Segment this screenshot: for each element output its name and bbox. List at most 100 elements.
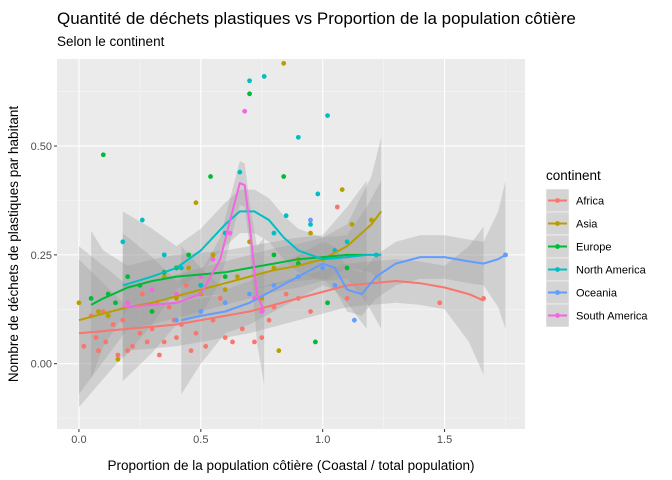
data-point-asia bbox=[222, 287, 228, 293]
data-point-africa bbox=[259, 335, 265, 340]
data-point-africa bbox=[174, 335, 179, 340]
data-point-asia bbox=[186, 265, 192, 271]
data-point-oceania bbox=[198, 309, 204, 314]
confidence-band-oceania bbox=[181, 180, 506, 395]
data-point-asia bbox=[115, 356, 121, 362]
data-point-europe bbox=[222, 274, 228, 280]
data-point-europe bbox=[125, 274, 131, 280]
data-point-asia bbox=[276, 348, 282, 354]
data-point-africa bbox=[217, 296, 223, 301]
data-point-europe bbox=[281, 174, 287, 179]
data-point-asia bbox=[193, 200, 199, 206]
data-point-north-america bbox=[161, 252, 167, 258]
legend-label-south-america: South America bbox=[576, 311, 648, 323]
legend-label-oceania: Oceania bbox=[576, 288, 618, 300]
data-point-europe bbox=[100, 152, 106, 158]
data-point-africa bbox=[266, 317, 272, 323]
data-point-north-america bbox=[247, 78, 252, 84]
data-point-africa bbox=[222, 335, 228, 340]
data-point-north-america bbox=[344, 239, 350, 245]
data-point-africa bbox=[344, 296, 350, 301]
data-point-south-america bbox=[242, 108, 248, 114]
data-point-europe bbox=[312, 339, 318, 345]
legend-key-point bbox=[555, 244, 560, 249]
legend-label-asia: Asia bbox=[576, 219, 598, 231]
confidence-band-south-america bbox=[122, 161, 265, 386]
data-point-asia bbox=[105, 313, 111, 319]
legend: continent Africa Asia Europe North America O… bbox=[545, 168, 648, 328]
y-tick-label: 0.50 bbox=[31, 141, 52, 153]
data-point-africa bbox=[193, 330, 199, 336]
data-point-north-america bbox=[198, 282, 204, 288]
data-point-africa bbox=[115, 352, 121, 358]
data-point-africa bbox=[334, 204, 340, 210]
data-point-oceania bbox=[271, 282, 277, 288]
data-point-africa bbox=[252, 339, 257, 345]
data-point-south-america bbox=[227, 230, 233, 236]
trend-line-africa bbox=[78, 280, 485, 335]
data-point-north-america bbox=[308, 222, 313, 227]
data-point-africa bbox=[283, 291, 289, 297]
trend-line-europe bbox=[90, 253, 367, 306]
data-point-europe bbox=[271, 252, 277, 258]
data-point-africa bbox=[144, 339, 150, 345]
data-point-north-america bbox=[120, 239, 126, 245]
data-point-oceania bbox=[174, 317, 179, 323]
data-point-north-america bbox=[315, 191, 321, 197]
data-point-africa bbox=[156, 352, 162, 358]
data-point-asia bbox=[281, 60, 287, 66]
y-axis-title: Nombre de déchets de plastiques par habi… bbox=[6, 106, 21, 382]
data-point-africa bbox=[166, 304, 172, 310]
data-point-africa bbox=[230, 339, 235, 345]
data-point-europe bbox=[149, 309, 155, 314]
data-point-south-america bbox=[210, 256, 216, 262]
chart-title: Quantité de déchets plastiques vs Propor… bbox=[57, 9, 576, 28]
legend-key-point bbox=[555, 198, 560, 203]
y-axis-ticks: 0.00 0.25 0.50 bbox=[31, 141, 57, 371]
legend-title: continent bbox=[546, 168, 601, 183]
confidence-band-asia bbox=[78, 137, 382, 395]
x-tick-label: 0.0 bbox=[71, 434, 86, 446]
data-point-oceania bbox=[222, 300, 228, 306]
data-point-africa bbox=[203, 343, 209, 349]
data-point-africa bbox=[120, 317, 126, 323]
data-point-europe bbox=[208, 174, 213, 179]
data-point-oceania bbox=[332, 282, 338, 288]
data-point-africa bbox=[188, 348, 194, 354]
data-point-africa bbox=[308, 309, 313, 314]
data-point-north-america bbox=[261, 74, 267, 79]
y-tick-label: 0.00 bbox=[31, 359, 52, 371]
data-point-europe bbox=[344, 265, 350, 271]
data-point-asia bbox=[210, 252, 216, 258]
data-point-africa bbox=[130, 343, 135, 349]
data-point-south-america bbox=[149, 287, 155, 293]
legend-key-point bbox=[555, 267, 560, 272]
data-point-oceania bbox=[320, 265, 326, 271]
data-point-africa bbox=[93, 335, 99, 340]
data-point-asia bbox=[339, 187, 345, 192]
x-tick-label: 0.5 bbox=[193, 434, 208, 446]
data-point-africa bbox=[239, 326, 245, 332]
data-point-oceania bbox=[308, 217, 313, 223]
data-point-africa bbox=[81, 343, 87, 349]
legend-key-point bbox=[555, 313, 560, 318]
confidence-band-north-america bbox=[122, 180, 382, 360]
trend-line-oceania bbox=[181, 254, 507, 322]
data-point-south-america bbox=[125, 300, 131, 306]
data-point-north-america bbox=[295, 134, 301, 140]
data-point-north-america bbox=[237, 169, 243, 175]
major-gridlines bbox=[57, 59, 525, 429]
y-tick-label: 0.25 bbox=[31, 250, 52, 262]
data-point-oceania bbox=[247, 291, 252, 297]
data-point-north-america bbox=[178, 265, 184, 271]
data-point-asia bbox=[308, 230, 313, 236]
data-point-africa bbox=[161, 339, 167, 345]
trend-line-south-america bbox=[122, 182, 266, 312]
data-point-asia bbox=[349, 222, 355, 227]
data-point-africa bbox=[183, 282, 189, 288]
data-point-europe bbox=[88, 296, 94, 301]
x-axis-ticks: 0.0 0.5 1.0 1.5 bbox=[71, 429, 452, 446]
data-point-africa bbox=[137, 330, 143, 336]
confidence-band-europe bbox=[91, 180, 367, 379]
